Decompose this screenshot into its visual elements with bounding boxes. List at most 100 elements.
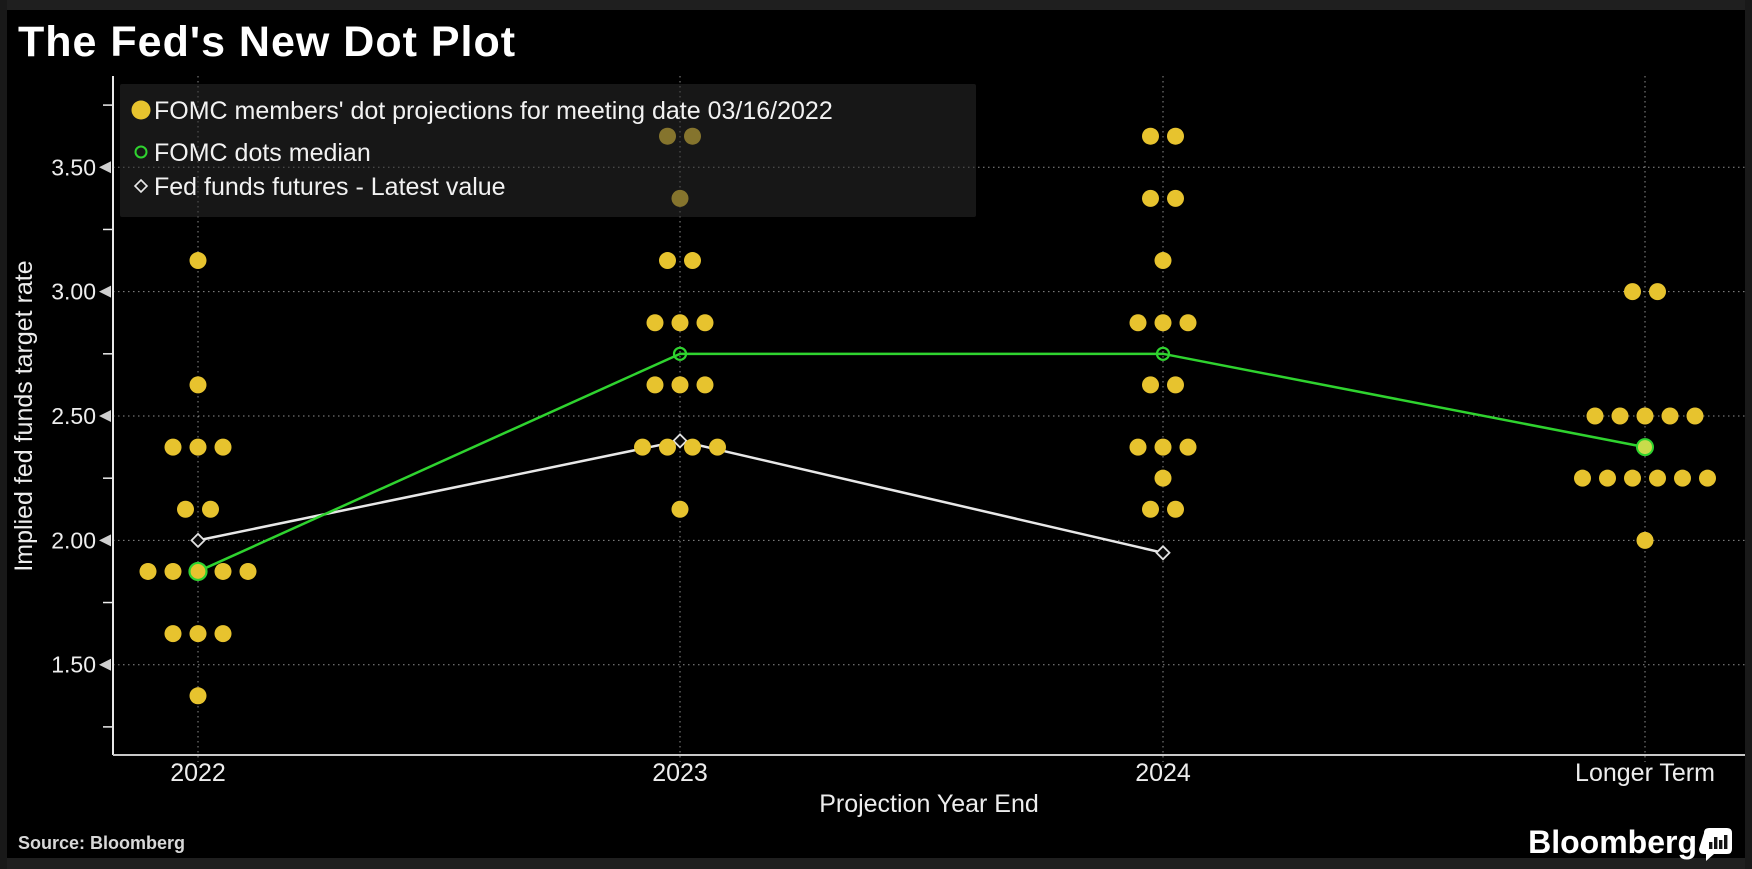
median-marker: [188, 561, 208, 582]
fomc-dot: [671, 500, 689, 518]
legend-label-futures: Fed funds futures - Latest value: [154, 173, 506, 201]
fomc-dot: [1649, 283, 1666, 301]
tick-arrow-icon: [99, 285, 111, 298]
fomc-dot: [1142, 376, 1159, 394]
fomc-dot: [646, 314, 664, 332]
fomc-dot: [214, 438, 232, 456]
window-right-edge: [1745, 0, 1752, 869]
fomc-dot: [1167, 500, 1184, 518]
futures-diamond-marker: [190, 532, 206, 549]
fomc-dot: [659, 252, 676, 270]
legend-label-median: FOMC dots median: [154, 139, 371, 167]
fomc-dot: [214, 625, 232, 643]
fomc-dot: [1154, 252, 1172, 270]
tick-arrow-icon: [99, 409, 111, 422]
fomc-dot: [1167, 376, 1184, 394]
fomc-dot: [1129, 314, 1147, 332]
fomc-dot: [696, 314, 714, 332]
fomc-dot: [189, 376, 207, 394]
fomc-dot: [1636, 407, 1654, 425]
legend: FOMC members' dot projections for meetin…: [120, 84, 976, 217]
median-line: [197, 352, 1646, 573]
legend-label-dot-projections: FOMC members' dot projections for meetin…: [154, 97, 833, 125]
fomc-dot: [1179, 314, 1197, 332]
fomc-dot: [684, 438, 701, 456]
fomc-dot: [139, 562, 157, 580]
x-tick-label: Longer Term: [1575, 759, 1715, 787]
fomc-dot: [1154, 469, 1172, 487]
fomc-dot: [1154, 314, 1172, 332]
legend-panel: [120, 84, 976, 217]
source-label: Source: Bloomberg: [18, 833, 185, 853]
median-marker-filled: [1636, 438, 1654, 457]
y-tick-label: 2.50: [51, 403, 96, 429]
median-marker: [672, 346, 688, 361]
fomc-dot: [202, 500, 219, 518]
x-tick-label: 2022: [170, 759, 226, 787]
series-layer: [139, 127, 1716, 705]
bar-chart-badge-icon: [1699, 828, 1732, 861]
fomc-dot: [1142, 500, 1159, 518]
fomc-dot: [1154, 438, 1172, 456]
fomc-dot: [1661, 407, 1679, 425]
fomc-dot: [634, 438, 651, 456]
futures-legend-icon: [133, 178, 149, 194]
futures-diamond-marker: [672, 433, 688, 449]
y-axis-title: Implied fed funds target rate: [10, 260, 38, 571]
window-left-edge: [0, 0, 7, 869]
fomc-dot: [189, 562, 207, 580]
window-bottom-edge: [0, 858, 1752, 869]
fomc-dot: [646, 376, 664, 394]
fomc-dot: [684, 252, 701, 270]
x-tick-label: 2023: [652, 759, 708, 787]
fomc-dot: [671, 314, 689, 332]
median-legend-icon: [134, 145, 148, 159]
fomc-dot: [1624, 469, 1641, 487]
x-axis-title: Projection Year End: [819, 790, 1039, 818]
fomc-dot: [1586, 407, 1604, 425]
fomc-dot: [659, 438, 676, 456]
tick-arrow-icon: [99, 161, 111, 174]
page-title: The Fed's New Dot Plot: [18, 18, 516, 66]
fomc-dot: [214, 562, 232, 580]
fomc-dot: [1699, 469, 1716, 487]
fomc-dot: [1599, 469, 1616, 487]
fomc-dot: [1649, 469, 1666, 487]
fomc-dot: [1142, 189, 1159, 207]
fomc-dot: [709, 438, 726, 456]
y-tick-label: 1.50: [51, 652, 96, 678]
fomc-dot: [1624, 283, 1641, 301]
fomc-dot: [189, 252, 207, 270]
fomc-dot: [189, 687, 207, 705]
fomc-dot: [189, 438, 207, 456]
fomc-dot: [189, 625, 207, 643]
fomc-dot: [1674, 469, 1691, 487]
fomc-dot: [1636, 531, 1654, 549]
fomc-dot: [1611, 407, 1629, 425]
fomc-dot: [1574, 469, 1591, 487]
y-tick-label: 3.50: [51, 154, 96, 180]
fomc-dot: [696, 376, 714, 394]
dot-projections-legend-icon: [131, 100, 151, 120]
tick-arrow-icon: [99, 534, 111, 547]
fomc-dot: [177, 500, 194, 518]
fomc-dot: [1686, 407, 1704, 425]
fomc-dot: [164, 562, 182, 580]
fomc-dot: [239, 562, 257, 580]
fomc-dot: [164, 625, 182, 643]
bloomberg-logo-text: Bloomberg: [1528, 824, 1697, 860]
fomc-dot: [1179, 438, 1197, 456]
fomc-dot: [671, 376, 689, 394]
tick-arrow-icon: [99, 658, 111, 671]
bloomberg-logo: Bloomberg: [1528, 824, 1732, 861]
y-tick-label: 2.00: [51, 527, 96, 553]
fomc-dot: [1142, 127, 1159, 145]
window-top-edge: [0, 0, 1752, 10]
futures-diamond-marker: [1155, 545, 1171, 561]
fomc-dot: [164, 438, 182, 456]
fomc-dot: [1129, 438, 1147, 456]
fomc-dot: [1167, 127, 1184, 145]
x-tick-label: 2024: [1135, 759, 1191, 787]
